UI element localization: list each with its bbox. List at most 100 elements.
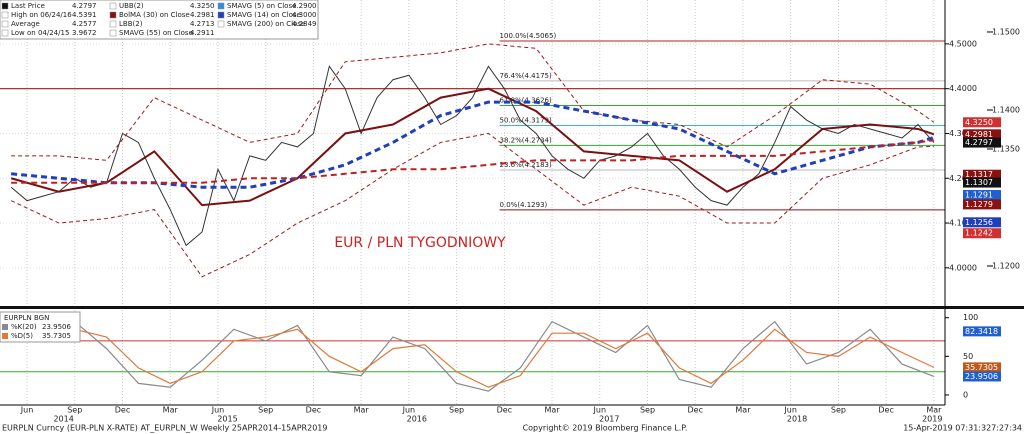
legend-bg: [0, 0, 319, 40]
value-box: 1.1317: [963, 169, 1001, 180]
fib-label: 50.0%(4.3179): [500, 116, 552, 124]
value-box-bg: [963, 217, 1001, 228]
fib-label: 0.0%(4.1293): [500, 201, 548, 209]
legend-swatch: [2, 333, 8, 339]
value-box-label: 4.2797: [965, 138, 993, 147]
legend-value: 4.5391: [72, 11, 97, 19]
fib-label: 61.8%(4.3626): [500, 97, 552, 105]
year-label: 2015: [217, 415, 237, 424]
x-tick-label: Jun: [402, 406, 416, 415]
x-tick-label: Sep: [640, 406, 655, 415]
legend-title: EURPLN BGN: [4, 314, 49, 322]
legend-swatch: [109, 11, 117, 19]
footer-left: EURPLN Curncy (EUR-PLN X-RATE) AT_EURPLN…: [2, 424, 327, 433]
value-box: 4.2797: [963, 137, 1001, 148]
value-box: 1.1279: [963, 199, 1001, 210]
year-label: 2019: [922, 415, 942, 424]
legend-value: 3.9672: [72, 29, 97, 37]
value-box: 4.2981: [963, 129, 1001, 140]
legend-name: Low on 04/24/15: [11, 29, 69, 37]
legend-swatch: [1, 20, 9, 28]
price-series: [10, 87, 935, 207]
value-box-bg: [963, 228, 1001, 239]
legend-value: 4.2900: [292, 2, 317, 10]
value-box-label: 4.2981: [965, 130, 993, 139]
value-box-bg: [963, 190, 1001, 201]
legend-value: 4.2911: [190, 29, 215, 37]
legend-value: 4.2797: [72, 2, 97, 10]
value-box: 1.1256: [963, 217, 1001, 228]
panel-separator: [0, 306, 1024, 309]
legend-name: SMAVG (5) on Close: [227, 2, 296, 10]
fib-label: 38.2%(4.2734): [500, 136, 552, 144]
legend-value: 4.2713: [190, 20, 215, 28]
x-tick-label: Dec: [115, 406, 130, 415]
chart-title: EUR / PLN TYGODNIOWY: [334, 235, 506, 251]
value-box-bg: [963, 169, 1001, 180]
value-box: 35.7305: [963, 362, 1001, 373]
legend-name: BolMA (30) on Close: [119, 11, 190, 19]
legend-value: 23.9506: [42, 323, 71, 331]
x-tick-label: Dec: [497, 406, 512, 415]
value-box-bg: [963, 326, 1001, 337]
legend-name: SMAVG (14) on Close: [227, 11, 301, 19]
footer-center: Copyright© 2019 Bloomberg Finance L.P.: [523, 424, 688, 433]
legend-name: LBB(2): [119, 20, 143, 28]
legend-name: Last Price: [11, 2, 45, 10]
legend-value: 4.2981: [190, 11, 215, 19]
x-tick-label: Dec: [878, 406, 893, 415]
year-label: 2016: [407, 415, 427, 424]
value-box: 1.1242: [963, 228, 1001, 239]
value-box-label: 35.7305: [965, 363, 998, 372]
y2-tick-label: 1.1500: [992, 27, 1020, 36]
value-box: 1.1291: [963, 190, 1001, 201]
value-box-bg: [963, 137, 1001, 148]
value-box-bg: [963, 177, 1001, 188]
price-series: [10, 65, 935, 247]
value-box-label: 82.3418: [965, 327, 998, 336]
legend-name: %K(20): [11, 323, 37, 331]
x-tick-label: Jun: [593, 406, 607, 415]
y2-tick-label: 1.1200: [992, 261, 1020, 270]
x-tick-label: Sep: [449, 406, 464, 415]
x-tick-label: Mar: [735, 406, 751, 415]
y2-tick-label: 1.1350: [992, 144, 1020, 153]
price-series: [10, 100, 935, 189]
value-box-bg: [963, 199, 1001, 210]
value-box-label: 23.9506: [965, 372, 998, 381]
x-tick-label: Mar: [163, 406, 179, 415]
footer-right: 15-Apr-2019 07:31:327:27:34: [903, 424, 1022, 433]
value-box: 82.3418: [963, 326, 1001, 337]
oscillator-series: [10, 320, 935, 392]
value-box-label: 1.1307: [965, 178, 993, 187]
legend-swatch: [1, 29, 9, 37]
legend-name: High on 06/24/16: [11, 11, 72, 19]
year-label: 2014: [53, 415, 73, 424]
x-tick-label: Dec: [306, 406, 321, 415]
legend-swatch: [2, 324, 8, 330]
legend-swatch: [109, 29, 117, 37]
value-box-label: 1.1317: [965, 170, 993, 179]
fib-label: 76.4%(4.4175): [500, 72, 552, 80]
y-tick-label: 0: [963, 390, 968, 399]
legend: EURPLN BGN%K(20) 23.9506 %D(5) 35.7305: [0, 311, 81, 343]
value-box-bg: [963, 362, 1001, 373]
x-tick-label: Sep: [831, 406, 846, 415]
value-box-bg: [963, 371, 1001, 382]
legend-swatch: [217, 11, 225, 19]
x-tick-label: Sep: [258, 406, 273, 415]
x-tick-label: Mar: [544, 406, 560, 415]
legend-name: UBB(2): [119, 2, 144, 10]
x-tick-label: Mar: [354, 406, 370, 415]
oscillator-series: [11, 328, 935, 388]
legend-swatch: [1, 11, 9, 19]
value-box-bg: [963, 117, 1001, 128]
price-series: [10, 132, 934, 278]
value-box-label: 1.1291: [965, 191, 993, 200]
value-box: 4.3250: [963, 117, 1001, 128]
legend-name: %D(5): [11, 332, 33, 340]
year-label: 2018: [787, 415, 807, 424]
legend-swatch: [109, 20, 117, 28]
legend-value: 4.2849: [292, 20, 317, 28]
